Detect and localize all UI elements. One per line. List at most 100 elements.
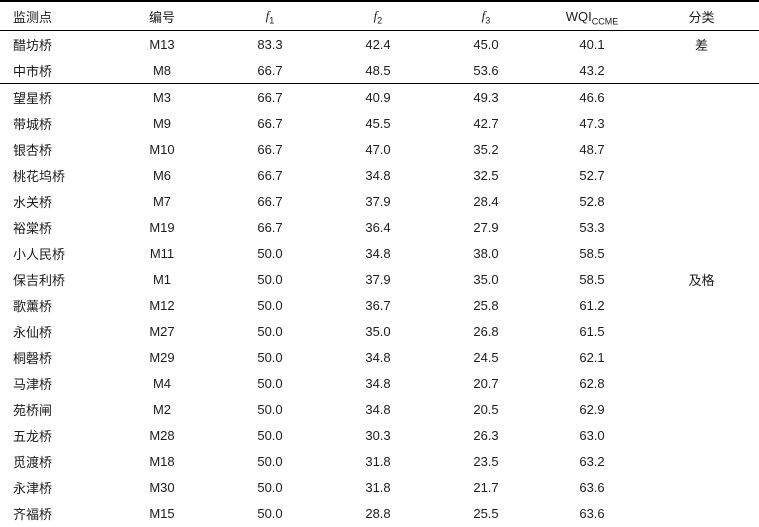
cell-f3: 25.8 xyxy=(473,297,499,313)
cell-f3: 26.3 xyxy=(473,427,499,443)
cell-wqi: 47.3 xyxy=(579,115,605,131)
cell-wqi: 52.8 xyxy=(579,193,605,209)
cell-category xyxy=(644,474,759,500)
table-row: 小人民桥 M11 50.0 34.8 38.0 58.5 xyxy=(0,240,759,266)
cell-site: 中市桥 xyxy=(0,57,108,84)
cell-wqi: 63.6 xyxy=(579,505,605,521)
cell-wqi: 43.2 xyxy=(540,57,644,84)
cell-id: M1 xyxy=(152,271,172,287)
cell-id: M28 xyxy=(149,427,175,443)
cell-f2: 34.8 xyxy=(365,375,391,391)
cell-wqi: 62.1 xyxy=(579,349,605,365)
cell-site: 齐福桥 xyxy=(13,506,53,522)
cell-f2: 34.8 xyxy=(365,401,391,417)
table-row: 中市桥 M8 66.7 48.5 53.6 43.2 xyxy=(0,57,759,84)
cell-f3: 32.5 xyxy=(473,167,499,183)
column-header-site: 监测点 xyxy=(0,0,108,31)
cell-wqi: 63.0 xyxy=(579,427,605,443)
cell-f3: 38.0 xyxy=(473,245,499,261)
cell-id: M19 xyxy=(149,219,175,235)
cell-id: M15 xyxy=(149,505,175,521)
cell-category xyxy=(644,162,759,188)
table-row: 保吉利桥 M1 50.0 37.9 35.0 58.5 及格 xyxy=(0,266,759,292)
cell-f2: 31.8 xyxy=(365,479,391,495)
cell-id: M7 xyxy=(152,193,172,209)
cell-site: 歌薰桥 xyxy=(13,298,53,314)
table-row: 桐磬桥 M29 50.0 34.8 24.5 62.1 xyxy=(0,344,759,370)
cell-wqi: 62.9 xyxy=(579,401,605,417)
cell-site: 五龙桥 xyxy=(13,428,53,444)
cell-wqi: 53.3 xyxy=(579,219,605,235)
cell-f1: 50.0 xyxy=(257,297,283,313)
cell-f1: 66.7 xyxy=(257,219,283,235)
cell-wqi: 61.2 xyxy=(579,297,605,313)
cell-f1: 50.0 xyxy=(257,401,283,417)
cell-id: M4 xyxy=(152,375,172,391)
cell-category xyxy=(644,344,759,370)
cell-site: 觅渡桥 xyxy=(13,454,53,470)
cell-site: 小人民桥 xyxy=(13,246,66,262)
cell-f2: 42.4 xyxy=(365,36,391,52)
column-header-f2: f2 xyxy=(324,0,432,31)
table-row: 马津桥 M4 50.0 34.8 20.7 62.8 xyxy=(0,370,759,396)
cell-category xyxy=(644,500,759,526)
cell-wqi: 46.6 xyxy=(579,89,605,105)
cell-f1: 50.0 xyxy=(257,427,283,443)
cell-f3: 24.5 xyxy=(473,349,499,365)
cell-f2: 36.4 xyxy=(365,219,391,235)
table-row: 齐福桥 M15 50.0 28.8 25.5 63.6 xyxy=(0,500,759,526)
cell-site: 永津桥 xyxy=(13,480,53,496)
cell-category xyxy=(644,84,759,111)
cell-id: M13 xyxy=(149,36,175,52)
cell-site: 永仙桥 xyxy=(13,324,53,340)
cell-f1: 50.0 xyxy=(257,323,283,339)
cell-f1: 66.7 xyxy=(216,57,324,84)
column-header-f1: f1 xyxy=(216,0,324,31)
cell-id: M6 xyxy=(152,167,172,183)
cell-site: 保吉利桥 xyxy=(13,272,66,288)
cell-f1: 50.0 xyxy=(257,479,283,495)
column-header-subscript: 2 xyxy=(377,15,383,26)
cell-f3: 53.6 xyxy=(432,57,540,84)
cell-f3: 27.9 xyxy=(473,219,499,235)
cell-f2: 34.8 xyxy=(365,167,391,183)
table-body: 醋坊桥 M13 83.3 42.4 45.0 40.1 差中市桥 M8 66.7 48.5 53.6… xyxy=(0,31,759,527)
cell-category xyxy=(644,292,759,318)
table-row: 裕棠桥 M19 66.7 36.4 27.9 53.3 xyxy=(0,214,759,240)
cell-f1: 50.0 xyxy=(257,453,283,469)
cell-category xyxy=(644,188,759,214)
cell-f3: 35.0 xyxy=(473,271,499,287)
cell-site: 马津桥 xyxy=(13,376,53,392)
cell-site: 醋坊桥 xyxy=(13,37,53,53)
cell-f3: 28.4 xyxy=(473,193,499,209)
cell-f3: 26.8 xyxy=(473,323,499,339)
cell-f3: 42.7 xyxy=(473,115,499,131)
cell-id: M30 xyxy=(149,479,175,495)
column-header-category: 分类 xyxy=(644,0,759,31)
column-header-subscript: CCME xyxy=(591,16,619,27)
cell-f3: 35.2 xyxy=(473,141,499,157)
table-row: 永津桥 M30 50.0 31.8 21.7 63.6 xyxy=(0,474,759,500)
cell-f2: 34.8 xyxy=(365,349,391,365)
cell-f3: 45.0 xyxy=(473,36,499,52)
cell-f2: 40.9 xyxy=(365,89,391,105)
cell-category xyxy=(644,110,759,136)
cell-f2: 28.8 xyxy=(365,505,391,521)
cell-category xyxy=(644,240,759,266)
table-row: 永仙桥 M27 50.0 35.0 26.8 61.5 xyxy=(0,318,759,344)
cell-f1: 66.7 xyxy=(257,89,283,105)
column-header-wqi: WQICCME xyxy=(540,0,644,31)
cell-f1: 50.0 xyxy=(257,505,283,521)
cell-f1: 50.0 xyxy=(257,271,283,287)
cell-f2: 37.9 xyxy=(365,193,391,209)
table-row: 银杏桥 M10 66.7 47.0 35.2 48.7 xyxy=(0,136,759,162)
cell-category xyxy=(644,422,759,448)
cell-site: 望星桥 xyxy=(13,90,53,106)
column-header-f3: f3 xyxy=(432,0,540,31)
cell-id: M10 xyxy=(149,141,175,157)
table-row: 望星桥 M3 66.7 40.9 49.3 46.6 xyxy=(0,84,759,111)
cell-f2: 36.7 xyxy=(365,297,391,313)
cell-id: M8 xyxy=(108,57,216,84)
table-row: 苑桥闸 M2 50.0 34.8 20.5 62.9 xyxy=(0,396,759,422)
cell-f1: 66.7 xyxy=(257,115,283,131)
